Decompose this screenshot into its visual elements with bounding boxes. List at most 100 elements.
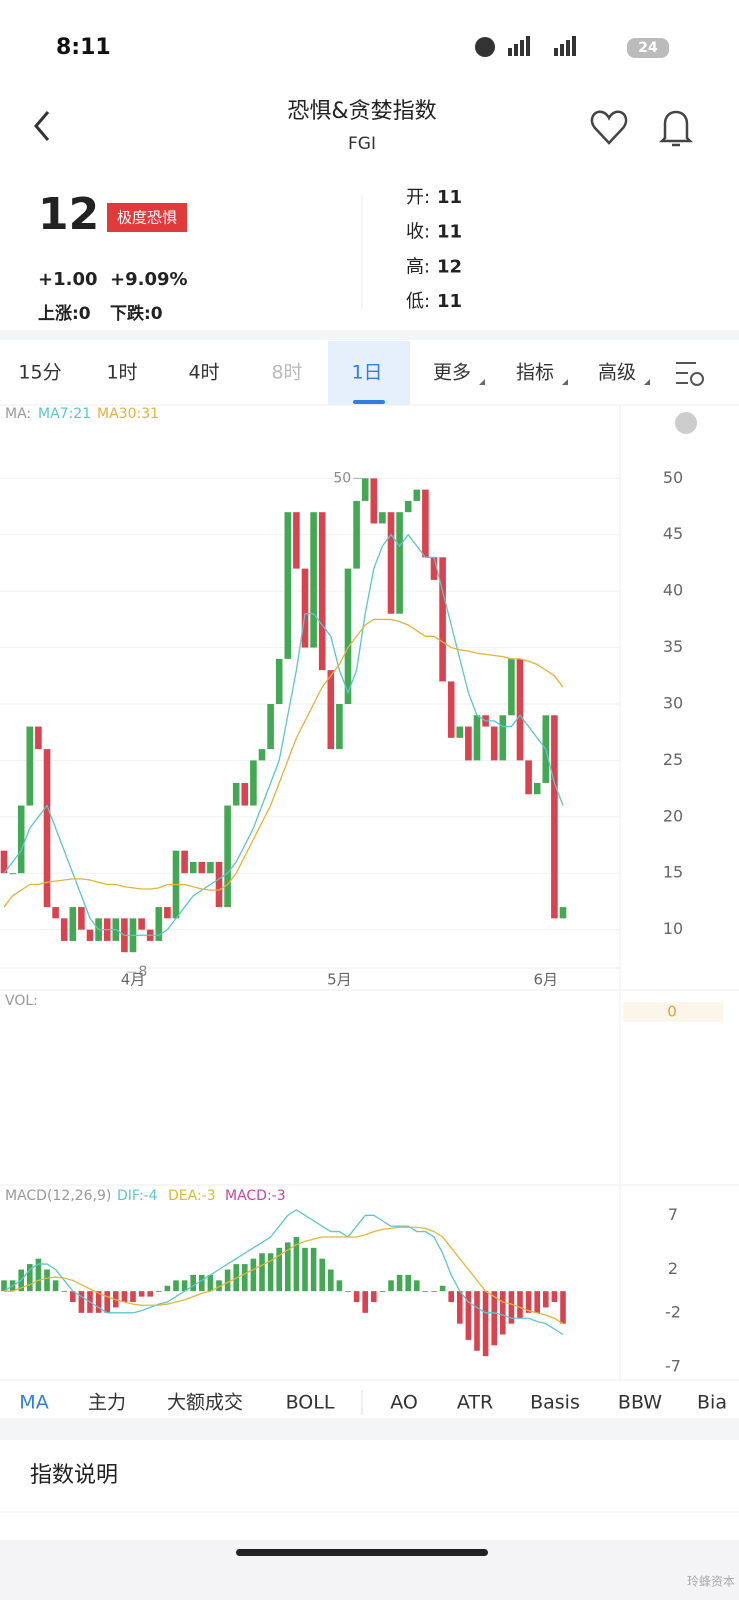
collapse-button[interactable] bbox=[675, 412, 697, 434]
macd-bar bbox=[44, 1269, 50, 1292]
candle bbox=[52, 907, 59, 919]
alert-button[interactable] bbox=[658, 110, 694, 147]
macd-bar bbox=[319, 1258, 325, 1292]
macd-bar bbox=[250, 1258, 257, 1292]
macd-bar bbox=[52, 1280, 59, 1292]
y-tick-label: 20 bbox=[663, 806, 683, 825]
back-button[interactable] bbox=[34, 111, 50, 141]
macd-bar bbox=[560, 1291, 566, 1324]
y-tick-label: 45 bbox=[663, 524, 683, 543]
dropdown-icon bbox=[562, 379, 568, 385]
ohlc-label: 开: bbox=[406, 187, 430, 208]
macd-bar bbox=[551, 1291, 558, 1302]
macd-bar bbox=[525, 1291, 532, 1313]
candle bbox=[559, 907, 567, 919]
candle bbox=[138, 918, 145, 930]
candle bbox=[26, 726, 34, 806]
macd-bar bbox=[508, 1291, 515, 1324]
decliners: 下跌:0 bbox=[110, 304, 163, 324]
tag-bg bbox=[107, 203, 187, 232]
active-tab-bg bbox=[328, 341, 410, 405]
candle bbox=[35, 726, 42, 750]
candle bbox=[336, 703, 343, 750]
candle bbox=[370, 478, 378, 524]
macd-bar bbox=[431, 1291, 437, 1292]
indicator-tab[interactable]: BBW bbox=[618, 1392, 662, 1414]
candle bbox=[78, 907, 85, 930]
indicator-tab[interactable]: AO bbox=[390, 1392, 418, 1414]
candle bbox=[181, 850, 188, 874]
macd-bar bbox=[388, 1280, 394, 1292]
indicator-tab[interactable]: 主力 bbox=[88, 1392, 126, 1414]
y-tick-label: 25 bbox=[663, 750, 683, 769]
ma-line bbox=[3, 618, 564, 908]
macd-bar bbox=[500, 1291, 506, 1335]
watermark: 玲蜂资本 bbox=[687, 1575, 735, 1589]
macd-bar bbox=[78, 1291, 85, 1313]
ohlc-value: 11 bbox=[437, 291, 462, 312]
macd-bar bbox=[130, 1291, 136, 1302]
candle bbox=[379, 512, 386, 524]
candle bbox=[439, 557, 446, 682]
y-tick-label: 40 bbox=[663, 581, 683, 600]
change: +1.00 bbox=[38, 269, 98, 290]
indicator-tab[interactable]: 大额成交 bbox=[167, 1392, 243, 1414]
macd-bar bbox=[362, 1291, 368, 1313]
y-tick-label: 10 bbox=[663, 919, 683, 938]
status-icons bbox=[475, 36, 669, 58]
macd-bar bbox=[70, 1291, 76, 1302]
indicator-tab[interactable]: MA bbox=[19, 1392, 48, 1414]
interval-tab[interactable]: 1时 bbox=[106, 362, 137, 384]
ohlc-label: 低: bbox=[406, 291, 430, 312]
macd-bar bbox=[474, 1291, 480, 1351]
indicator-tab[interactable]: Bia bbox=[697, 1392, 727, 1414]
y-tick-label: 35 bbox=[663, 637, 683, 656]
macd-bar bbox=[1, 1280, 7, 1292]
macd-bar bbox=[345, 1291, 351, 1292]
candle bbox=[267, 703, 274, 750]
indicator-tab[interactable]: Basis bbox=[530, 1392, 580, 1414]
candle bbox=[353, 500, 360, 569]
interval-tab[interactable]: 更多 bbox=[433, 362, 471, 384]
indicator-tab[interactable]: ATR bbox=[457, 1392, 493, 1414]
y-tick-label: 2 bbox=[668, 1259, 678, 1278]
legend-entry: MA7:21 bbox=[38, 406, 91, 422]
macd-bar bbox=[534, 1291, 540, 1313]
interval-tab[interactable]: 指标 bbox=[516, 362, 554, 384]
y-tick-label: -2 bbox=[665, 1302, 681, 1321]
macd-bar bbox=[27, 1264, 33, 1292]
macd-bar bbox=[224, 1269, 231, 1292]
candle bbox=[473, 715, 481, 761]
legend-entry: DIF:-4 bbox=[117, 1188, 158, 1204]
y-tick-label: 0 bbox=[667, 1003, 677, 1021]
interval-tab[interactable]: 8时 bbox=[271, 362, 302, 384]
candle bbox=[0, 850, 8, 874]
macd-bar bbox=[491, 1291, 497, 1346]
macd-bar bbox=[276, 1247, 282, 1292]
macd-bar bbox=[181, 1280, 188, 1292]
macd-bar bbox=[242, 1264, 248, 1292]
candle bbox=[404, 500, 412, 513]
interval-tab[interactable]: 15分 bbox=[18, 362, 61, 384]
candle bbox=[422, 489, 429, 558]
interval-tab[interactable]: 4时 bbox=[188, 362, 219, 384]
section-title[interactable]: 指数说明 bbox=[30, 1463, 118, 1488]
candle bbox=[318, 512, 326, 671]
interval-tab[interactable]: 1日 bbox=[351, 362, 382, 384]
macd-bar bbox=[396, 1274, 403, 1292]
page-subtitle: FGI bbox=[348, 134, 376, 154]
candle bbox=[207, 861, 214, 874]
indicator-tab[interactable]: BOLL bbox=[286, 1392, 335, 1414]
favorite-button[interactable] bbox=[590, 110, 628, 145]
candle bbox=[284, 512, 292, 659]
candle bbox=[241, 782, 249, 806]
macd-bar bbox=[35, 1258, 42, 1292]
high-annotation: 50 bbox=[333, 470, 351, 486]
interval-tab[interactable]: 高级 bbox=[598, 362, 636, 384]
candle bbox=[533, 782, 541, 795]
macd-bar bbox=[543, 1291, 549, 1308]
macd-bar bbox=[439, 1285, 446, 1292]
settings-button[interactable] bbox=[676, 362, 704, 386]
x-tick-label: 4月 bbox=[121, 971, 146, 989]
